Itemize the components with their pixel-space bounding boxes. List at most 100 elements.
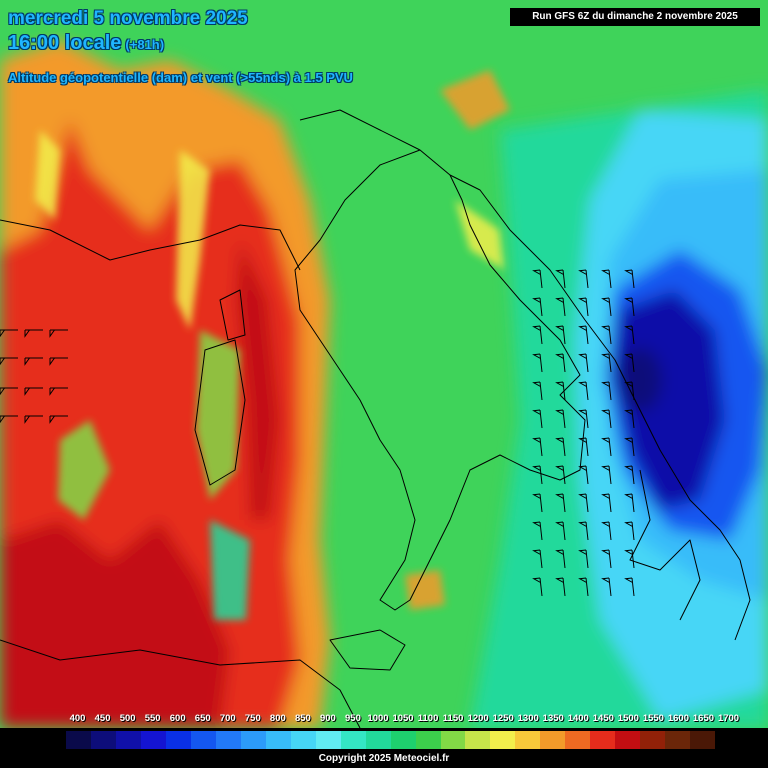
wind-barb <box>532 549 543 569</box>
parameter-description: Altitude géopotentielle (dam) et vent (>… <box>8 70 353 85</box>
wind-barb <box>578 465 589 485</box>
warm-ridge-centre <box>236 240 280 520</box>
wind-barb <box>601 297 612 317</box>
legend-label: 950 <box>345 713 361 724</box>
legend-label: 600 <box>169 713 186 724</box>
legend-label: 1700 <box>717 713 740 724</box>
wind-barb <box>555 521 566 541</box>
legend-swatch <box>390 731 416 749</box>
wind-barb <box>555 325 566 345</box>
legend-swatch <box>140 731 166 749</box>
legend-swatch <box>240 731 266 749</box>
color-scale-legend <box>40 730 716 750</box>
legend-swatch <box>265 731 291 749</box>
forecast-time: 16:00 locale (+81h) <box>8 32 164 55</box>
legend-label: 650 <box>194 713 211 724</box>
wind-barb <box>601 353 612 373</box>
legend-label: 1350 <box>542 713 564 724</box>
wind-barb <box>578 297 589 317</box>
coastline-greece <box>629 469 701 621</box>
wind-barb <box>578 409 589 429</box>
legend-swatch <box>415 731 441 749</box>
legend-swatch <box>640 731 666 749</box>
lead-time-label: (+81h) <box>125 37 165 52</box>
legend-label: 1500 <box>617 713 639 724</box>
coastline-sicily <box>329 629 406 671</box>
wind-barb <box>578 325 589 345</box>
legend-swatch <box>540 731 566 749</box>
wind-barb <box>532 437 543 457</box>
wind-barb <box>49 329 68 338</box>
legend-swatch <box>515 731 541 749</box>
legend-label: 1250 <box>492 713 514 724</box>
wind-barb <box>578 521 589 541</box>
wind-barb <box>532 409 543 429</box>
wind-barb <box>601 549 612 569</box>
legend-swatch <box>215 731 241 749</box>
coastline-corsica <box>219 289 246 341</box>
wind-barb <box>555 381 566 401</box>
legend-label: 1050 <box>392 713 414 724</box>
legend-label: 1450 <box>592 713 614 724</box>
wind-barb <box>24 387 43 396</box>
legend-swatch <box>490 731 516 749</box>
legend-label: 900 <box>319 713 336 724</box>
legend-label: 550 <box>144 713 161 724</box>
legend-swatch <box>315 731 341 749</box>
wind-barb <box>555 577 566 597</box>
legend-swatch <box>440 731 466 749</box>
coastline-france-spain <box>0 219 301 271</box>
wind-barb <box>0 357 18 366</box>
wind-barb <box>578 549 589 569</box>
legend-swatch <box>190 731 216 749</box>
legend-swatch <box>340 731 366 749</box>
wind-barb <box>624 437 635 457</box>
wind-barb <box>624 269 635 289</box>
legend-label: 1100 <box>417 713 439 724</box>
legend-swatch <box>65 731 91 749</box>
wind-barbs-west <box>0 329 68 424</box>
wind-barb <box>601 437 612 457</box>
legend-label: 400 <box>69 713 86 724</box>
warm-belt-streaks <box>35 70 510 620</box>
trough-deep-blue <box>612 290 725 510</box>
wind-barb <box>578 493 589 513</box>
wind-barb <box>555 353 566 373</box>
streak-green-1 <box>210 520 250 620</box>
wind-barb <box>624 465 635 485</box>
legend-label: 1400 <box>567 713 589 724</box>
legend-label: 1200 <box>467 713 489 724</box>
cold-trough-east <box>470 90 768 728</box>
wind-barb <box>555 269 566 289</box>
legend-label: 1650 <box>692 713 715 724</box>
wind-barb <box>601 521 612 541</box>
legend-label: 1600 <box>667 713 690 724</box>
wind-barb <box>624 325 635 345</box>
streak-yellow-2 <box>35 130 60 220</box>
wind-barb <box>532 493 543 513</box>
streak-lime-2 <box>58 420 110 520</box>
legend-label: 1150 <box>442 713 464 724</box>
wind-barb <box>578 269 589 289</box>
wind-barb <box>532 297 543 317</box>
legend-swatch <box>365 731 391 749</box>
wind-barb <box>555 437 566 457</box>
wind-barb <box>555 409 566 429</box>
wind-barb <box>532 325 543 345</box>
wind-barb <box>624 521 635 541</box>
wind-barb <box>0 415 18 424</box>
coastlines <box>0 109 751 729</box>
legend-label: 750 <box>244 713 261 724</box>
wind-barb <box>49 387 68 396</box>
legend-label: 1000 <box>367 713 389 724</box>
legend-label: 850 <box>294 713 311 724</box>
streak-yellow-1 <box>176 150 210 330</box>
wind-barb <box>601 465 612 485</box>
legend-swatch <box>41 731 66 749</box>
wind-barb <box>532 521 543 541</box>
wind-barb <box>578 577 589 597</box>
legend-swatch <box>90 731 116 749</box>
forecast-time-label: 16:00 locale <box>8 32 122 54</box>
legend-swatch <box>115 731 141 749</box>
wind-barb <box>624 381 635 401</box>
